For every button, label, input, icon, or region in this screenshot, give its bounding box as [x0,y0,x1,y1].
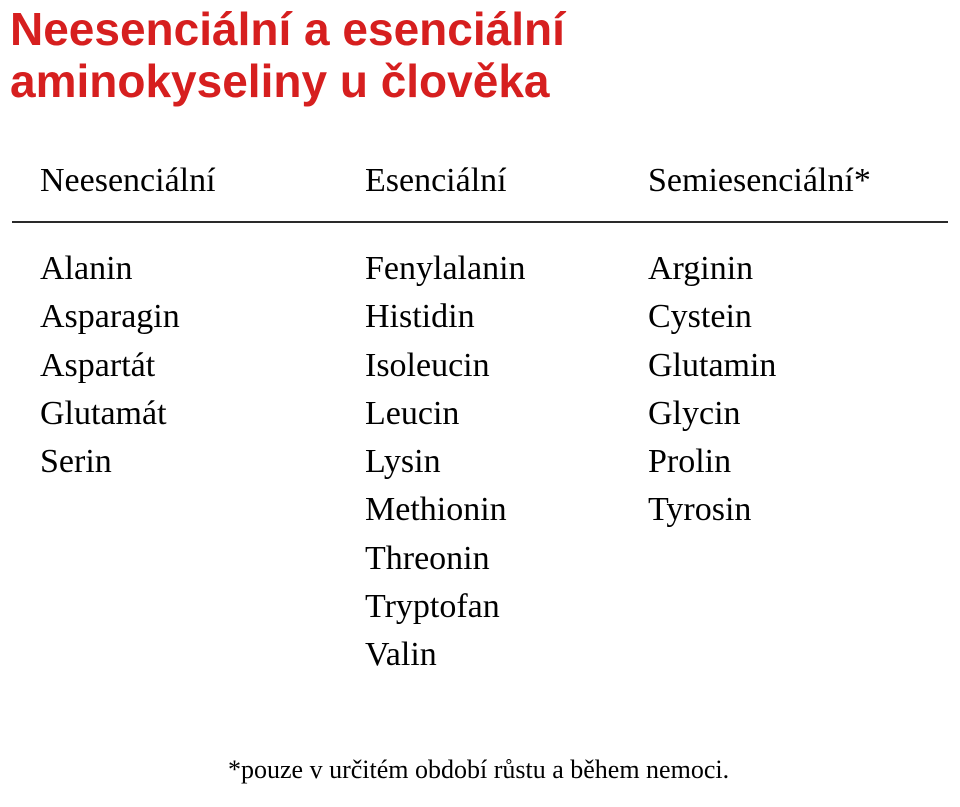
amino-acid: Tryptofan [365,583,526,631]
col-nonessential: Alanin Asparagin Aspartát Glutamát Serin [40,245,180,486]
amino-acid: Aspartát [40,342,180,390]
amino-acid: Isoleucin [365,342,526,390]
amino-acid: Tyrosin [648,486,776,534]
slide-page: Neesenciální a esenciální aminokyseliny … [0,0,960,807]
amino-acid: Glutamin [648,342,776,390]
amino-acid: Histidin [365,293,526,341]
col-header-nonessential: Neesenciální [40,162,216,200]
amino-acid: Asparagin [40,293,180,341]
col-semiessential: Arginin Cystein Glutamin Glycin Prolin T… [648,245,776,535]
col-header-essential: Esenciální [365,162,507,200]
col-header-semiessential: Semiesenciální* [648,162,871,200]
amino-acid: Methionin [365,486,526,534]
amino-acid: Valin [365,631,526,679]
amino-acid: Serin [40,438,180,486]
title-line-1: Neesenciální a esenciální [10,3,565,55]
amino-acid: Prolin [648,438,776,486]
col-essential: Fenylalanin Histidin Isoleucin Leucin Ly… [365,245,526,679]
amino-acid: Glycin [648,390,776,438]
amino-acid: Glutamát [40,390,180,438]
slide-title: Neesenciální a esenciální aminokyseliny … [10,4,565,107]
amino-acid: Threonin [365,535,526,583]
amino-acid: Fenylalanin [365,245,526,293]
header-divider [12,221,948,223]
footnote: *pouze v určitém období růstu a během ne… [228,755,729,785]
amino-acid: Leucin [365,390,526,438]
amino-acid: Alanin [40,245,180,293]
title-line-2: aminokyseliny u člověka [10,55,550,107]
amino-acid: Lysin [365,438,526,486]
amino-acid: Cystein [648,293,776,341]
amino-acid: Arginin [648,245,776,293]
